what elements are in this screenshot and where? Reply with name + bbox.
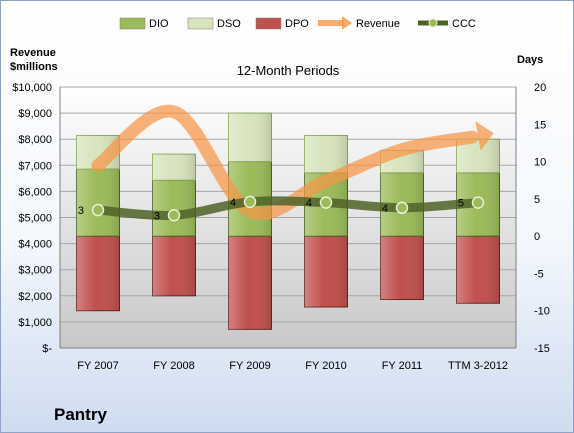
legend-label-dio: DIO: [149, 18, 169, 30]
ccc-line: [93, 196, 483, 220]
y-left-tick-label: $7,000: [18, 160, 52, 172]
ccc-data-label: 5: [458, 198, 464, 210]
revenue-arrowhead: [475, 121, 494, 151]
revenue-line: [91, 104, 479, 220]
ccc-data-label: 3: [78, 205, 84, 217]
ccc-marker: [167, 209, 181, 222]
y-right-tick-label: 0: [534, 231, 540, 243]
dpo-bar-shine: [304, 236, 348, 307]
y-right-tick-label: -5: [534, 268, 544, 280]
legend-swatch-ccc-marker: [428, 18, 438, 28]
y-left-tick-label: $5,000: [18, 213, 52, 225]
y-left-tick-label: $10,000: [12, 82, 52, 94]
dpo-bar-shine: [456, 236, 500, 304]
ccc-data-label: 4: [382, 203, 388, 215]
company-label: Pantry: [54, 405, 107, 424]
legend: DIO DSO DPO Revenue CCC: [119, 16, 476, 30]
legend-label-revenue: Revenue: [356, 18, 400, 30]
y-left-tick-label: $9,000: [18, 108, 52, 120]
ccc-data-label: 3: [154, 210, 160, 222]
y-right-tick-label: 5: [534, 194, 540, 206]
y-left-tick-label: $-: [42, 343, 52, 355]
ccc-marker: [91, 203, 105, 217]
legend-swatch-dso: [187, 17, 214, 30]
ccc-data-label: 4: [230, 197, 236, 209]
legend-swatch-revenue-head: [342, 16, 352, 30]
y-left-tick-label: $2,000: [18, 291, 52, 303]
lines: 3 3 4 4 4 5: [78, 104, 494, 222]
dpo-bar-shine: [152, 236, 196, 296]
y-right-tick-label: -15: [534, 343, 550, 355]
ccc-marker: [243, 195, 257, 209]
y-left-tick-label: $4,000: [18, 239, 52, 251]
y-right-tick-label: 10: [534, 157, 546, 169]
y-left-tick-label: $3,000: [18, 265, 52, 277]
left-axis-title-line1: Revenue: [10, 47, 56, 59]
chart-title: 12-Month Periods: [237, 63, 340, 78]
dpo-bar-shine: [76, 236, 120, 311]
y-left-tick-label: $8,000: [18, 134, 52, 146]
x-tick-label: FY 2009: [229, 360, 270, 372]
ccc-marker: [471, 196, 485, 209]
x-tick-label: FY 2010: [305, 360, 346, 372]
dso-bar-shine: [228, 113, 272, 162]
dpo-bar-shine: [228, 236, 272, 330]
dso-bar-shine: [304, 135, 348, 173]
legend-label-dpo: DPO: [285, 18, 309, 30]
x-tick-label: FY 2008: [153, 360, 194, 372]
dio-bar-shine: [152, 180, 196, 237]
ccc-marker: [319, 196, 333, 209]
y-right-tick-label: 15: [534, 119, 546, 131]
legend-label-ccc: CCC: [452, 18, 476, 30]
left-axis-title-line2: $millions: [10, 61, 58, 73]
legend-swatch-dpo: [255, 17, 282, 30]
y-right-tick-label: 20: [534, 82, 546, 94]
x-tick-label: FY 2007: [77, 360, 118, 372]
right-axis-title: Days: [517, 54, 543, 66]
ccc-data-label: 4: [306, 198, 312, 210]
dso-bar-shine: [152, 154, 196, 181]
dpo-bar-shine: [380, 236, 424, 300]
x-tick-label: TTM 3-2012: [448, 360, 508, 372]
legend-label-dso: DSO: [217, 18, 241, 30]
axes: $- $1,000 $2,000 $3,000 $4,000 $5,000 $6,000 $7…: [12, 82, 550, 372]
dio-bar-shine: [76, 169, 120, 237]
y-left-tick-label: $6,000: [18, 186, 52, 198]
legend-swatch-dio: [119, 17, 146, 30]
y-left-tick-label: $1,000: [18, 317, 52, 329]
ccc-marker: [395, 201, 409, 215]
y-right-tick-label: -10: [534, 306, 550, 318]
x-tick-label: FY 2011: [382, 360, 423, 372]
